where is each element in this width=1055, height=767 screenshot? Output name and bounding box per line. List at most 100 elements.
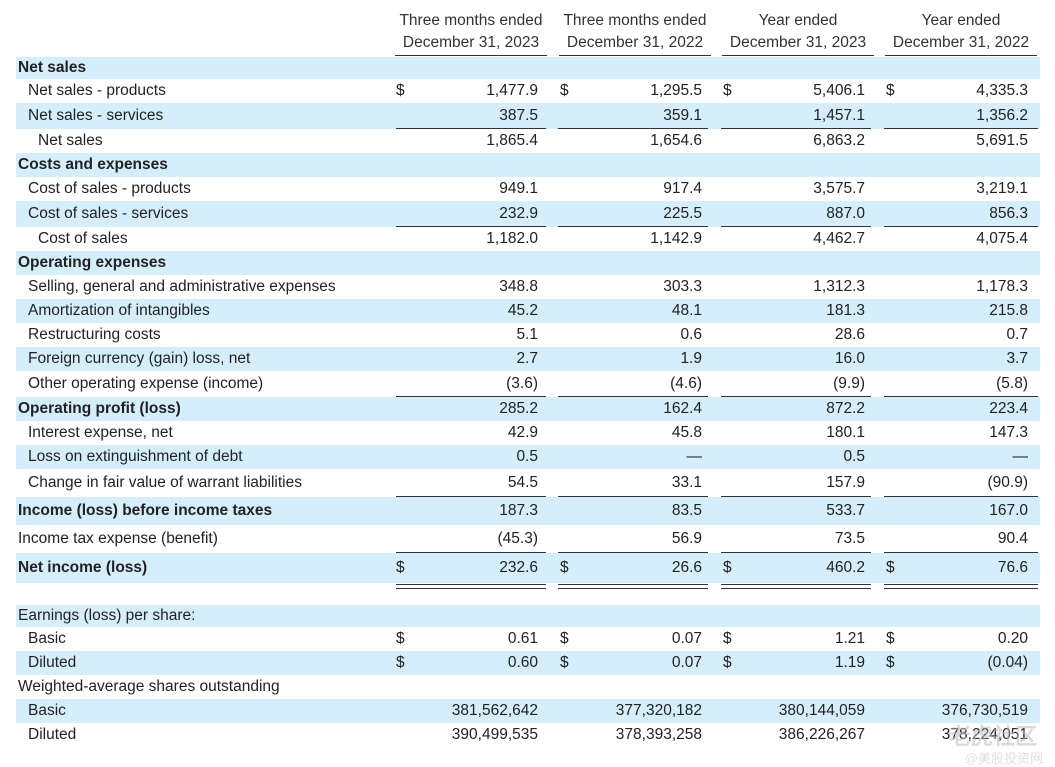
table-row: Weighted-average shares outstanding xyxy=(16,675,1040,699)
cell-value: 28.6 xyxy=(834,326,865,343)
row-label: Diluted xyxy=(28,726,77,743)
cell-value: 387.5 xyxy=(499,107,538,124)
header-line1: Year ended xyxy=(921,12,1001,29)
header-fy-2023: Year ended December 31, 2023 xyxy=(718,10,878,56)
currency-symbol: $ xyxy=(560,82,569,99)
table-row: Selling, general and administrative expe… xyxy=(16,275,1040,299)
table-row: Net sales xyxy=(16,57,1040,79)
currency-symbol: $ xyxy=(723,559,732,576)
cell-value: 0.07 xyxy=(671,630,702,647)
table-row: Net sales - services 387.5 359.1 1,457.1 1,3… xyxy=(16,103,1040,129)
subtotal-rule xyxy=(884,496,1038,497)
cell-value: (3.6) xyxy=(506,375,538,392)
table-row: Change in fair value of warrant liabilit… xyxy=(16,469,1040,497)
cell-value: 303.3 xyxy=(663,278,702,295)
total-double-rule xyxy=(721,584,871,589)
cell-value xyxy=(888,251,1028,275)
row-label: Costs and expenses xyxy=(18,156,168,173)
table-row: Operating expenses xyxy=(16,251,1040,275)
subtotal-rule xyxy=(721,226,871,227)
header-line2: December 31, 2023 xyxy=(729,34,867,51)
cell-value: 1,865.4 xyxy=(486,132,538,149)
currency-symbol: $ xyxy=(396,654,405,671)
row-label: Cost of sales - services xyxy=(28,205,189,222)
header-line1: Year ended xyxy=(758,12,838,29)
cell-value: 386,226,267 xyxy=(778,726,865,743)
row-label: Net income (loss) xyxy=(18,559,148,576)
cell-value xyxy=(888,583,1028,605)
cell-value: 5.1 xyxy=(516,326,538,343)
cell-value xyxy=(398,251,538,275)
currency-symbol: $ xyxy=(886,630,895,647)
currency-symbol: $ xyxy=(886,82,895,99)
cell-value: 1,477.9 xyxy=(486,82,538,99)
row-label: Weighted-average shares outstanding xyxy=(18,678,280,695)
table-row: Income (loss) before income taxes 187.3 83… xyxy=(16,497,1040,525)
cell-value: 232.9 xyxy=(499,205,538,222)
cell-value xyxy=(398,605,538,627)
table-row: Interest expense, net 42.9 45.8 180.1 147.3 xyxy=(16,421,1040,445)
subtotal-rule xyxy=(884,128,1038,129)
cell-value xyxy=(725,57,865,79)
cell-value: 359.1 xyxy=(663,107,702,124)
currency-symbol: $ xyxy=(396,559,405,576)
subtotal-rule xyxy=(884,552,1038,553)
row-label: Diluted xyxy=(28,654,77,671)
row-label: Net sales - services xyxy=(28,107,164,124)
subtotal-rule xyxy=(721,496,871,497)
table-row: Diluted 390,499,535 378,393,258 386,226,267… xyxy=(16,723,1040,747)
header-q4-2023: Three months ended December 31, 2023 xyxy=(391,10,551,56)
cell-value: 3,219.1 xyxy=(976,180,1028,197)
total-double-rule xyxy=(558,584,708,589)
cell-value: 6,863.2 xyxy=(813,132,865,149)
cell-value: 376,730,519 xyxy=(941,702,1028,719)
cell-value: 1.21 xyxy=(834,630,865,647)
cell-value: 48.1 xyxy=(671,302,702,319)
cell-value: 0.61 xyxy=(507,630,538,647)
cell-value: 2.7 xyxy=(516,350,538,367)
currency-symbol: $ xyxy=(560,559,569,576)
cell-value: 1.9 xyxy=(680,350,702,367)
table-row: Other operating expense (income) (3.6) (4.… xyxy=(16,371,1040,397)
cell-value: 378,224,051 xyxy=(941,726,1028,743)
row-label: Operating expenses xyxy=(18,254,167,271)
header-line2: December 31, 2022 xyxy=(566,34,704,51)
subtotal-rule xyxy=(558,396,708,397)
cell-value xyxy=(562,605,702,627)
cell-value xyxy=(888,605,1028,627)
cell-value: 26.6 xyxy=(671,559,702,576)
table-row: Loss on extinguishment of debt 0.5 — 0.5 — xyxy=(16,445,1040,469)
cell-value: 285.2 xyxy=(499,400,538,417)
table-row: Diluted $0.60 $0.07 $1.19 $ (0.04) xyxy=(16,651,1040,675)
row-label: Amortization of intangibles xyxy=(28,302,210,319)
cell-value: 16.0 xyxy=(834,350,865,367)
cell-value: 381,562,642 xyxy=(451,702,538,719)
column-headers: Three months ended December 31, 2023 Thr… xyxy=(0,10,1055,56)
cell-value: 45.2 xyxy=(507,302,538,319)
cell-value: (4.6) xyxy=(670,375,702,392)
cell-value: 223.4 xyxy=(989,400,1028,417)
cell-value: 56.9 xyxy=(671,530,702,547)
cell-value xyxy=(398,153,538,177)
row-label: Net sales - products xyxy=(28,82,166,99)
cell-value: (45.3) xyxy=(497,530,539,547)
row-label: Change in fair value of warrant liabilit… xyxy=(28,474,302,491)
header-line2: December 31, 2022 xyxy=(892,34,1030,51)
cell-value: 76.6 xyxy=(997,559,1028,576)
table-row: Earnings (loss) per share: xyxy=(16,605,1040,627)
cell-value: (0.04) xyxy=(987,654,1029,671)
cell-value: 917.4 xyxy=(663,180,702,197)
currency-symbol: $ xyxy=(723,654,732,671)
row-label: Cost of sales xyxy=(38,230,128,247)
currency-symbol: $ xyxy=(886,559,895,576)
cell-value: 949.1 xyxy=(499,180,538,197)
row-label: Income tax expense (benefit) xyxy=(18,530,218,547)
cell-value xyxy=(562,57,702,79)
cell-value xyxy=(725,675,865,699)
row-label: Operating profit (loss) xyxy=(18,400,181,417)
header-line1: Three months ended xyxy=(399,12,543,29)
cell-value xyxy=(725,251,865,275)
cell-value: 5,406.1 xyxy=(813,82,865,99)
cell-value: 187.3 xyxy=(499,502,538,519)
cell-value xyxy=(725,583,865,605)
